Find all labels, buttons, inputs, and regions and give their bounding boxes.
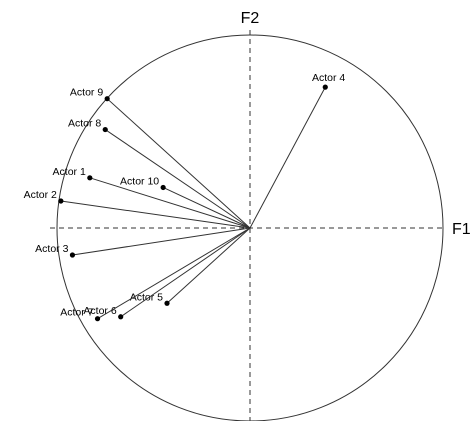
point-label-actor-5: Actor 5 (130, 291, 163, 303)
vector-line-actor-3 (72, 227, 251, 256)
vector-line-actor-4 (249, 86, 326, 229)
point-label-actor-3: Actor 3 (35, 243, 68, 255)
point-actor-1 (87, 175, 93, 181)
vector-line-actor-5 (166, 227, 251, 304)
vector-line-actor-6 (120, 227, 251, 318)
point-label-actor-1: Actor 1 (53, 166, 86, 178)
point-actor-6 (118, 314, 124, 320)
point-label-actor-2: Actor 2 (24, 189, 57, 201)
point-label-actor-4: Actor 4 (312, 72, 345, 84)
vector-line-actor-2 (60, 200, 251, 229)
point-label-actor-7: Actor 7 (60, 307, 93, 319)
point-actor-7 (94, 316, 101, 322)
vector-line-actor-1 (89, 177, 251, 229)
point-actor-9 (104, 96, 110, 102)
vector-line-actor-10 (162, 187, 251, 229)
point-actor-4 (322, 84, 328, 90)
point-label-actor-8: Actor 8 (68, 118, 101, 130)
point-label-actor-9: Actor 9 (70, 87, 103, 99)
x-axis-title: F1 (452, 221, 471, 238)
point-label-actor-6: Actor 6 (83, 305, 116, 317)
point-label-actor-10: Actor 10 (120, 175, 159, 187)
point-actor-8 (102, 126, 108, 133)
vector-line-actor-8 (104, 129, 251, 229)
vector-line-actor-7 (97, 227, 251, 320)
y-axis-title: F2 (241, 10, 260, 27)
point-actor-3 (69, 252, 76, 258)
point-actor-5 (164, 300, 170, 306)
point-actor-10 (160, 184, 166, 191)
vector-group: Actor 1 Actor 2 Actor 3 Actor 4 Actor 5 Actor… (24, 72, 345, 322)
vector-line-actor-9 (106, 98, 251, 229)
point-actor-2 (58, 198, 64, 204)
